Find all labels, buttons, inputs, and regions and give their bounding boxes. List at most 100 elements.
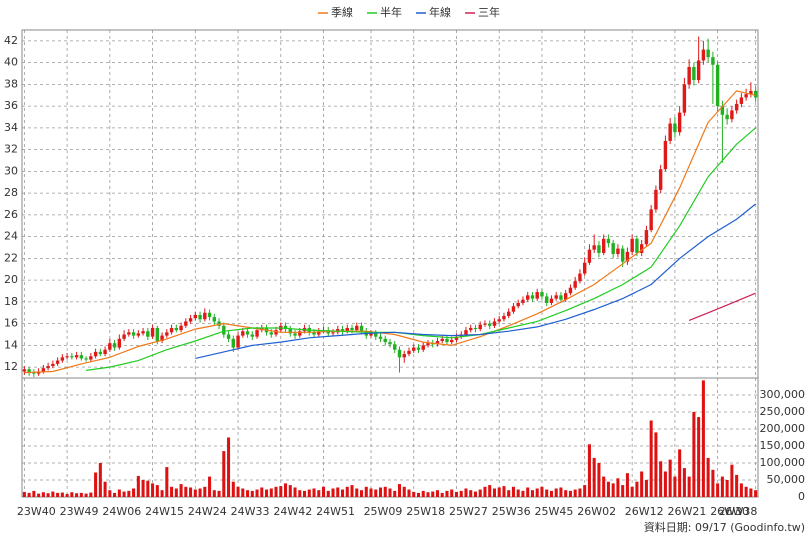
candle-body [212, 317, 217, 322]
candle-body [193, 314, 198, 319]
candle-body [103, 349, 107, 355]
volume-bar [146, 480, 150, 497]
candle-body [141, 331, 145, 334]
volume-bar [540, 486, 544, 497]
y-tick-label: 22 [4, 251, 18, 264]
volume-bar [701, 380, 705, 497]
volume-bar [231, 481, 235, 497]
candle-body [350, 327, 354, 331]
volume-bar [312, 488, 316, 497]
candle-body [720, 106, 725, 115]
candle-body [644, 230, 649, 245]
candle-body [516, 302, 520, 307]
y-tick-label: 24 [4, 230, 18, 243]
volume-bar [492, 488, 496, 497]
x-tick-label: 26W21 [667, 505, 706, 518]
y-tick-label: 30 [4, 164, 18, 177]
volume-bar [250, 490, 254, 497]
candle-body [616, 248, 620, 255]
volume-bar [84, 493, 88, 497]
candle-body [355, 325, 359, 331]
volume-bar [217, 490, 221, 497]
candle-body [402, 354, 406, 358]
volume-bar [478, 489, 482, 497]
volume-bar [317, 490, 321, 497]
volume-bar [473, 491, 477, 497]
candle-body [32, 372, 36, 374]
volume-bar [174, 488, 178, 497]
candle-body [269, 332, 273, 335]
x-tick-label: 26W02 [577, 505, 616, 518]
volume-bar [597, 463, 601, 497]
x-tick-label: 24W06 [102, 505, 141, 518]
candle-body [592, 245, 596, 250]
volume-bar [103, 481, 107, 497]
volume-bar [236, 486, 240, 497]
y2-tick-label: 150,000 [760, 439, 806, 452]
volume-bar [32, 490, 36, 497]
y-tick-label: 26 [4, 208, 18, 221]
volume-bar [431, 491, 435, 497]
volume-bar [407, 489, 411, 497]
volume-bar [170, 486, 174, 497]
volume-bar [132, 488, 136, 497]
volume-bar [535, 488, 539, 497]
volume-bar [198, 488, 202, 497]
candle-body [464, 330, 468, 335]
volume-bar [706, 457, 710, 497]
candle-body [473, 327, 478, 330]
candle-body [535, 292, 539, 299]
volume-bar [179, 484, 183, 497]
volume-bar [241, 488, 245, 497]
volume-bar [189, 487, 193, 497]
volume-bar [265, 489, 269, 497]
y-tick-label: 42 [4, 34, 18, 47]
volume-bar [526, 487, 530, 497]
volume-bar [322, 486, 326, 497]
candle-body [625, 251, 630, 262]
candle-body [450, 339, 454, 343]
volume-bar [497, 487, 501, 497]
candle-body [601, 238, 606, 253]
ma-line [24, 90, 756, 374]
volume-bar [530, 490, 534, 497]
candle-body [696, 60, 701, 81]
candle-body [131, 332, 136, 336]
candle-body [587, 249, 592, 263]
volume-bar [730, 464, 734, 497]
legend-label: 半年 [380, 5, 402, 19]
x-tick-label: 24W51 [316, 505, 355, 518]
y2-tick-label: 0 [798, 490, 805, 503]
volume-bar [692, 412, 696, 497]
volume-bar [122, 491, 126, 497]
volume-bar [564, 490, 568, 497]
candle-body [673, 123, 677, 133]
candle-body [293, 333, 297, 336]
candle-body [568, 287, 573, 294]
candle-body [298, 331, 302, 336]
volume-bar [445, 490, 449, 497]
volume-bar [70, 492, 74, 497]
candle-body [51, 363, 55, 367]
candle-body [488, 323, 492, 326]
candle-body [563, 293, 568, 300]
volume-bar [483, 486, 487, 497]
volume-bar [450, 489, 454, 497]
candle-body [483, 323, 487, 325]
volume-bar [151, 483, 155, 497]
volume-bar [307, 489, 311, 497]
candle-body [521, 299, 525, 303]
candle-body [374, 333, 378, 337]
volume-bar [303, 490, 307, 497]
candle-body [749, 90, 753, 95]
candle-body [544, 296, 549, 303]
volume-bar [507, 490, 511, 497]
volume-bar [440, 492, 444, 497]
y-tick-label: 38 [4, 77, 18, 90]
volume-bar [345, 486, 349, 497]
volume-bar [568, 490, 572, 497]
volume-bar [602, 476, 606, 497]
candle-body [701, 49, 706, 61]
volume-bar [37, 493, 41, 497]
volume-bar [659, 461, 663, 497]
